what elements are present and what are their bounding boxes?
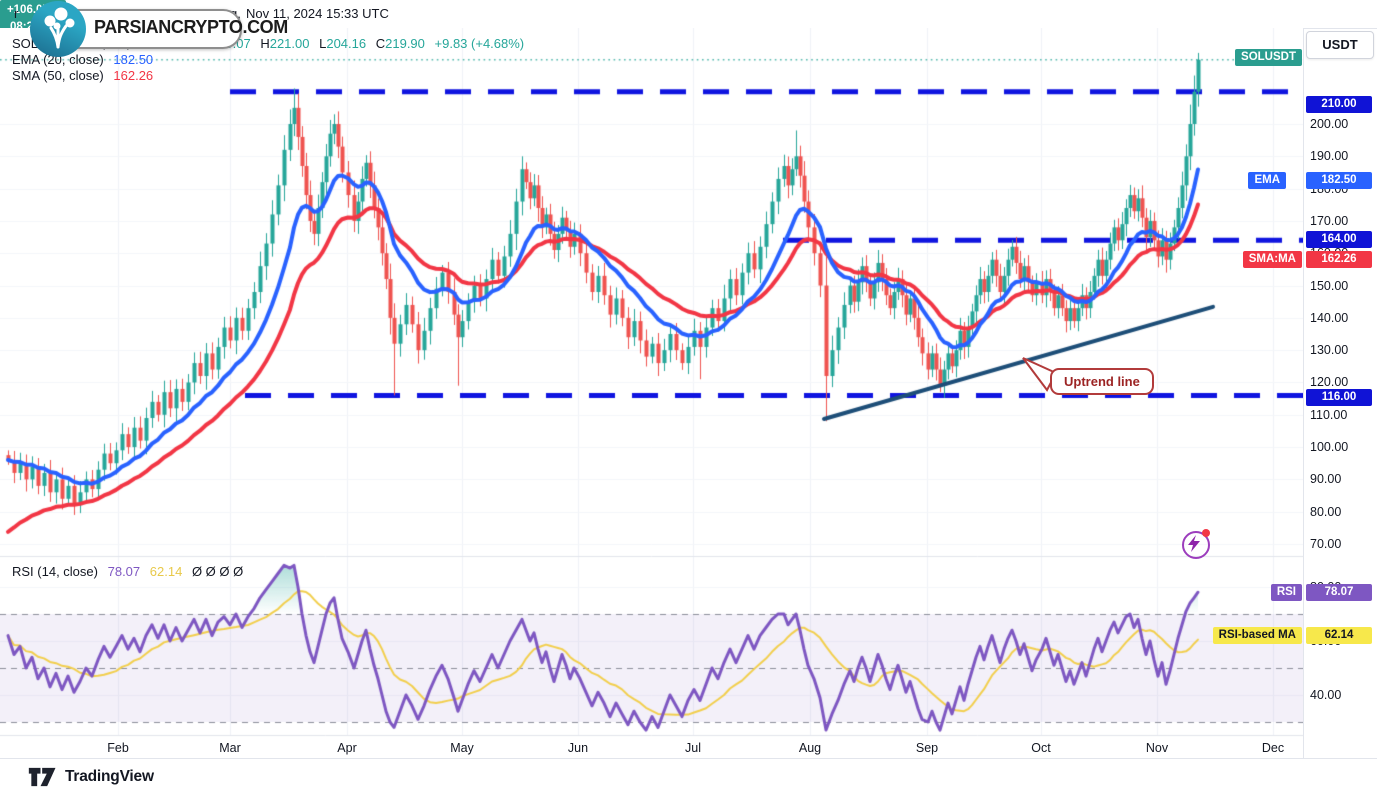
sma-legend-label: SMA (50, close) — [12, 68, 104, 83]
rsi-ma-label-badge: RSI-based MA — [1212, 627, 1302, 644]
x-axis-label-jun: Jun — [567, 741, 589, 755]
uptrend-callout-label: Uptrend line — [1064, 374, 1140, 389]
x-axis-label-may: May — [450, 741, 474, 755]
sma-legend-value: 162.26 — [113, 68, 154, 83]
rsi-value-badge: 78.07 — [1306, 584, 1372, 601]
price-tick-label: 120.00 — [1310, 375, 1349, 390]
ema-legend-value: 182.50 — [113, 52, 154, 67]
lightning-icon — [1188, 535, 1200, 552]
ohlc-high-label: H — [260, 36, 270, 51]
price-axis-border — [1303, 28, 1304, 758]
tradingview-logo-icon — [28, 767, 56, 787]
watermark-logo-icon — [30, 1, 86, 57]
rsi-label-badge: RSI — [1270, 584, 1302, 601]
x-axis-label-dec: Dec — [1261, 741, 1285, 755]
chart-bottom-border — [0, 758, 1377, 759]
currency-toggle-button[interactable]: USDT — [1306, 31, 1374, 59]
boost-circle-icon — [1182, 531, 1210, 559]
rsi-ma-value-badge: 62.14 — [1306, 627, 1372, 644]
sma-value-badge: 162.26 — [1306, 251, 1372, 268]
x-axis-label-mar: Mar — [219, 741, 241, 755]
ohlc-low-value: 204.16 — [326, 36, 367, 51]
watermark-logo-text: PARSIANCRYPTO.COM — [94, 17, 288, 37]
rsi-empty-set-icons: Ø Ø Ø Ø — [191, 564, 244, 579]
sma-label-badge: SMA:MA — [1242, 251, 1302, 268]
price-tick-label: 100.00 — [1310, 440, 1349, 455]
rsi-legend-value: 78.07 — [107, 564, 141, 579]
x-axis-label-feb: Feb — [107, 741, 129, 755]
boost-button[interactable] — [1182, 529, 1210, 559]
ohlc-high-value: 221.00 — [269, 36, 310, 51]
rsi-ma-legend-value: 62.14 — [149, 564, 183, 579]
time-axis[interactable] — [0, 735, 1303, 758]
header-date: Nov 11, 2024 15:33 UTC — [246, 6, 389, 21]
x-axis-label-jul: Jul — [685, 741, 701, 755]
ema-legend-label: EMA (20, close) — [12, 52, 104, 67]
price-tick-label: 190.00 — [1310, 149, 1349, 164]
ema-value-badge: 182.50 — [1306, 172, 1372, 189]
notification-dot-icon — [1202, 529, 1210, 537]
rsi-legend-label: RSI (14, close) — [12, 564, 98, 579]
level-badge-210: 210.00 — [1306, 96, 1372, 113]
ohlc-change: +9.83 (+4.68%) — [434, 36, 525, 51]
symbol-price-badge: SOLUSDT — [1235, 49, 1302, 66]
ohlc-low-label: L — [319, 36, 327, 51]
sma-legend-row[interactable]: SMA (50, close) 162.26 — [12, 68, 153, 83]
price-tick-label: 140.00 — [1310, 310, 1349, 325]
rsi-tick-label: 40.00 — [1310, 688, 1342, 702]
price-tick-label: 110.00 — [1310, 407, 1348, 422]
x-axis-label-apr: Apr — [337, 741, 357, 755]
x-axis-label-sep: Sep — [915, 741, 939, 755]
price-tick-label: 150.00 — [1310, 278, 1349, 293]
tradingview-brand-text: TradingView — [65, 768, 154, 785]
header-title-fragment: r — [14, 6, 19, 21]
price-tick-label: 170.00 — [1310, 213, 1349, 228]
price-tick-label: 130.00 — [1310, 343, 1349, 358]
rsi-legend-row[interactable]: RSI (14, close) 78.07 62.14 Ø Ø Ø Ø — [12, 564, 243, 579]
x-axis-label-aug: Aug — [798, 741, 822, 755]
price-tick-label: 80.00 — [1310, 504, 1342, 519]
tradingview-attribution[interactable]: TradingView — [28, 765, 154, 789]
uptrend-callout[interactable]: Uptrend line — [1050, 368, 1154, 395]
ohlc-close-value: 219.90 — [385, 36, 425, 51]
ema-legend-row[interactable]: EMA (20, close) 182.50 — [12, 52, 153, 67]
level-badge-164: 164.00 — [1306, 231, 1372, 248]
price-tick-label: 200.00 — [1310, 117, 1349, 131]
x-axis-label-nov: Nov — [1145, 741, 1169, 755]
x-axis-label-oct: Oct — [1031, 741, 1051, 755]
ema-label-badge: EMA — [1248, 172, 1286, 189]
level-badge-116: 116.00 — [1306, 389, 1372, 406]
price-tick-label: 70.00 — [1310, 537, 1342, 551]
ohlc-close-label: C — [375, 36, 386, 51]
price-tick-label: 90.00 — [1310, 472, 1342, 487]
